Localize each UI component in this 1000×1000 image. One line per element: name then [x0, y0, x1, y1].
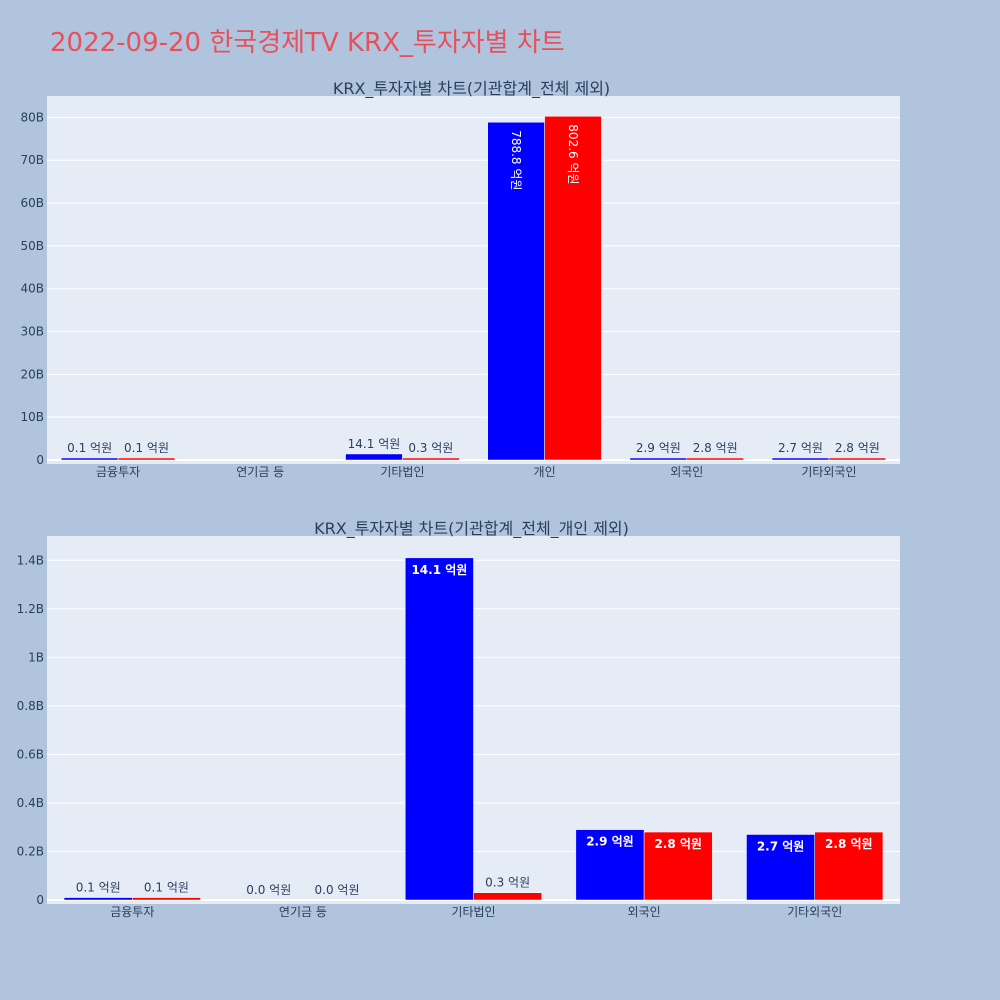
chart-title: KRX_투자자별 차트(기관합계_전체 제외) — [333, 79, 610, 99]
bar-blue — [771, 457, 830, 461]
data-label: 0.1 억원 — [124, 441, 169, 455]
y-tick-label: 80B — [20, 110, 44, 124]
y-tick-label: 0.8B — [17, 699, 44, 713]
y-tick-label: 0 — [36, 893, 44, 907]
data-label: 0.1 억원 — [76, 881, 121, 895]
y-tick-label: 60B — [20, 196, 44, 210]
bar-blue — [629, 457, 688, 461]
y-tick-label: 0.4B — [17, 796, 44, 810]
bar-red — [686, 457, 744, 461]
data-label: 0.0 억원 — [246, 883, 291, 897]
bar-blue — [487, 121, 545, 461]
y-tick-label: 0 — [36, 453, 44, 467]
chart-1: 0 10B 20B 30B 40B 50B 60B 70B 80B KRX_투자자별 차트(기관합… — [20, 79, 900, 479]
bar-red — [814, 831, 884, 901]
data-label: 0.1 억원 — [67, 441, 112, 455]
data-label: 802.6 억원 — [566, 124, 580, 184]
y-tick-label: 20B — [20, 367, 44, 381]
x-tick-label: 기타법인 — [380, 465, 424, 479]
x-tick-label: 기타외국인 — [787, 905, 842, 919]
data-label: 2.8 억원 — [835, 441, 880, 455]
bar-blue — [746, 834, 815, 901]
data-label: 2.8 억원 — [654, 837, 702, 851]
page-title: 2022-09-20 한국경제TV KRX_투자자별 차트 — [50, 28, 565, 58]
bar-red — [544, 116, 602, 461]
y-tick-label: 1B — [28, 650, 44, 664]
bar-red — [643, 831, 713, 901]
bar-blue — [63, 897, 133, 901]
chart-title: KRX_투자자별 차트(기관합계_전체_개인 제외) — [314, 519, 629, 539]
data-label: 14.1 억원 — [411, 563, 467, 577]
plot-area — [47, 96, 900, 464]
bar-red — [132, 897, 201, 901]
x-tick-label: 기타법인 — [451, 905, 495, 919]
y-tick-label: 40B — [20, 282, 44, 296]
data-label: 2.8 억원 — [693, 441, 738, 455]
data-label: 0.0 억원 — [315, 883, 360, 897]
data-label: 0.3 억원 — [408, 441, 453, 455]
data-label: 0.3 억원 — [485, 876, 530, 890]
bar-red — [117, 457, 176, 461]
y-tick-label: 10B — [20, 410, 44, 424]
data-label: 788.8 억원 — [509, 130, 523, 190]
y-tick-label: 1.4B — [17, 553, 44, 567]
x-tick-label: 연기금 등 — [279, 905, 327, 919]
x-tick-label: 연기금 등 — [236, 465, 284, 479]
data-label: 2.8 억원 — [825, 837, 873, 851]
x-tick-label: 기타외국인 — [801, 465, 856, 479]
y-tick-label: 0.6B — [17, 747, 44, 761]
data-label: 2.7 억원 — [778, 441, 823, 455]
x-tick-label: 외국인 — [628, 905, 661, 919]
data-label: 2.7 억원 — [757, 839, 805, 853]
y-tick-label: 30B — [20, 325, 44, 339]
data-label: 0.1 억원 — [144, 881, 189, 895]
bar-red — [828, 457, 887, 461]
data-label: 2.9 억원 — [586, 835, 634, 849]
y-tick-label: 50B — [20, 239, 44, 253]
chart-2: 0 0.2B 0.4B 0.6B 0.8B 1B 1.2B 1.4B KRX_투자자별 차트(기… — [17, 519, 900, 919]
bar-blue — [345, 453, 403, 461]
x-tick-label: 금융투자 — [96, 465, 140, 479]
bar-blue — [60, 457, 119, 461]
bar-red — [402, 457, 460, 461]
x-tick-label: 금융투자 — [110, 905, 154, 919]
data-label: 2.9 억원 — [636, 441, 681, 455]
bar-blue — [575, 829, 645, 901]
y-tick-label: 70B — [20, 153, 44, 167]
x-tick-label: 개인 — [534, 465, 556, 479]
y-tick-label: 0.2B — [17, 844, 44, 858]
y-tick-label: 1.2B — [17, 602, 44, 616]
bar-blue — [405, 557, 474, 901]
x-tick-label: 외국인 — [670, 465, 703, 479]
data-label: 14.1 억원 — [348, 437, 401, 451]
bar-red — [473, 892, 542, 901]
